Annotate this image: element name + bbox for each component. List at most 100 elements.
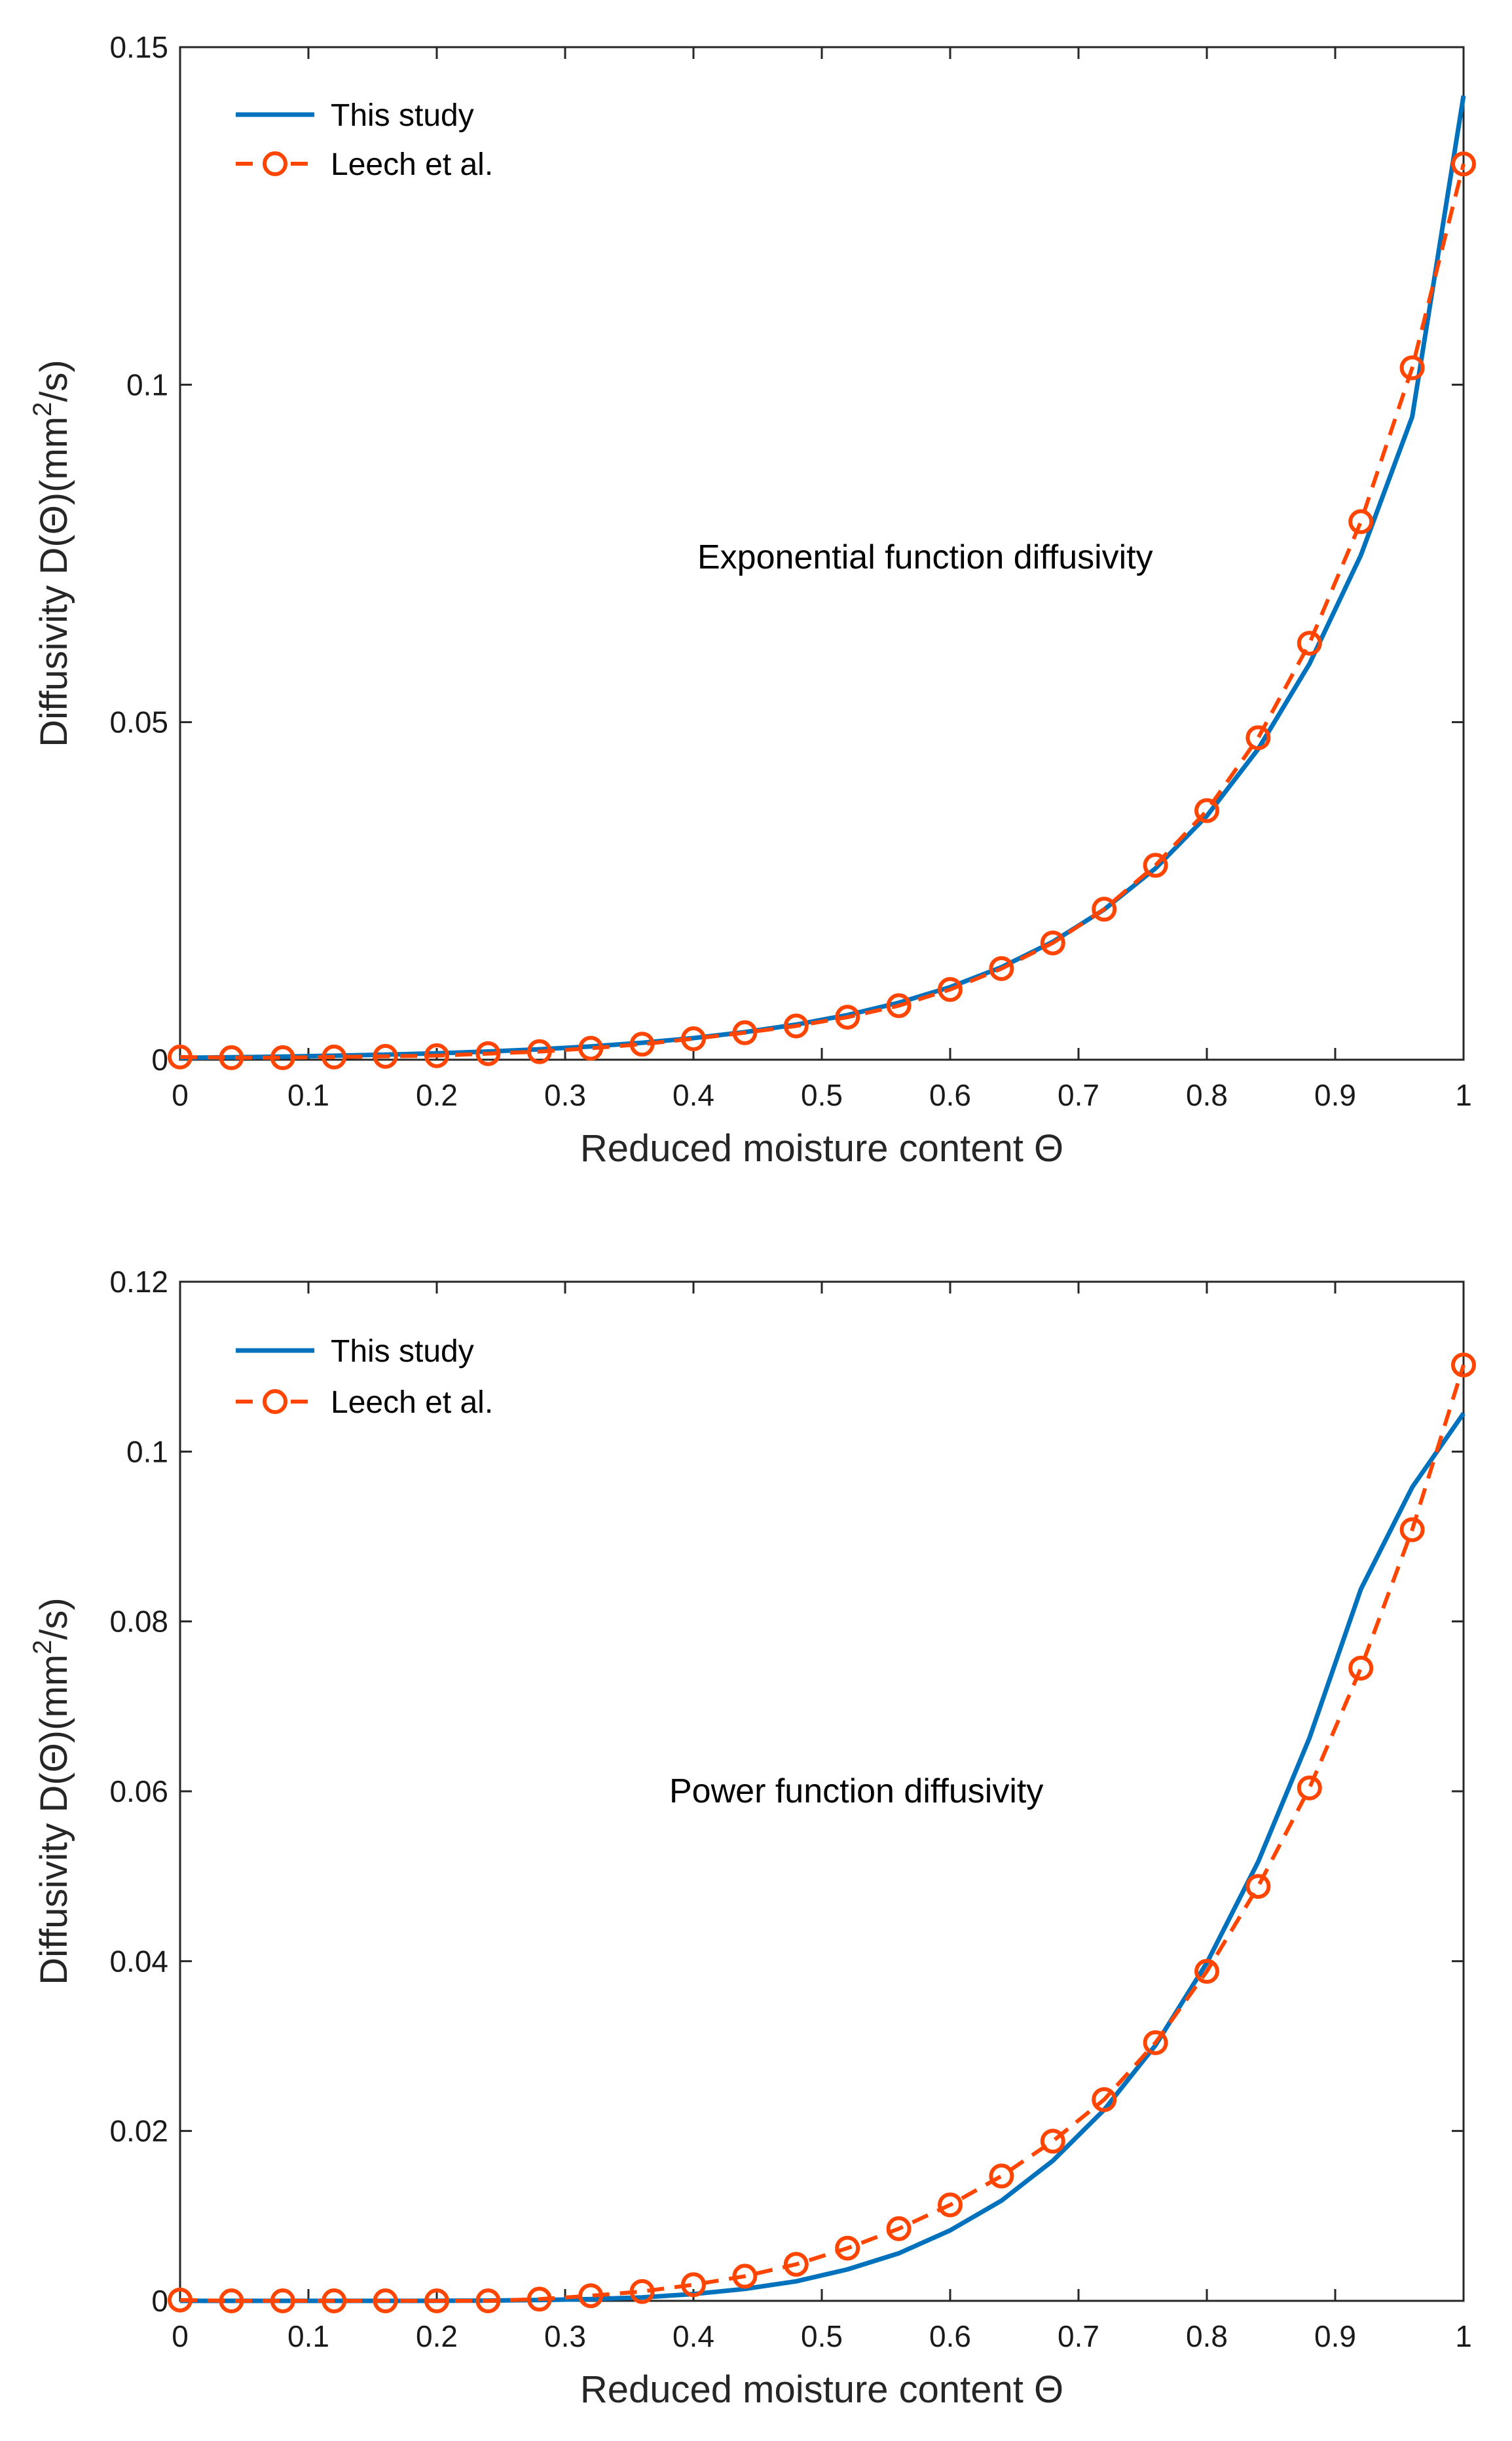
y-tick-label: 0.06 (109, 1774, 168, 1808)
plot-area (179, 1280, 1465, 2302)
data-point-leech (1194, 798, 1219, 823)
data-point-leech (1297, 1775, 1322, 1800)
data-point-leech (219, 1045, 244, 1070)
data-point-leech (270, 1045, 295, 1070)
x-tick-label: 0.7 (1058, 2319, 1099, 2353)
y-tick-label: 0 (151, 2284, 168, 2318)
x-axis-label: Reduced moisture content Θ (580, 2368, 1063, 2411)
x-tick-label: 0.3 (544, 2319, 586, 2353)
y-tick-label: 0.12 (109, 1265, 168, 1299)
x-tick-label: 0.7 (1058, 1078, 1099, 1112)
legend-label-leech: Leech et al. (331, 1385, 493, 1420)
y-tick-label: 0.1 (126, 367, 168, 401)
data-point-leech (1245, 725, 1271, 751)
y-tick-label: 0.02 (109, 2114, 168, 2148)
data-point-leech (681, 1026, 706, 1052)
data-point-leech (424, 1043, 449, 1068)
data-point-leech (835, 2235, 860, 2261)
data-point-leech (629, 1032, 655, 1057)
x-axis-label: Reduced moisture content Θ (580, 1127, 1063, 1170)
x-tick-label: 0 (172, 1078, 189, 1112)
data-point-leech (322, 2288, 347, 2313)
chart-annotation: Power function diffusivity (669, 1772, 1043, 1810)
data-point-leech (168, 1044, 193, 1070)
data-point-leech (1245, 1874, 1271, 1899)
data-point-leech (1040, 930, 1065, 956)
y-tick-label: 0.08 (109, 1605, 168, 1639)
x-tick-label: 0.2 (416, 2319, 458, 2353)
x-tick-label: 0.1 (287, 2319, 329, 2353)
data-point-leech (783, 2252, 809, 2277)
data-point-leech (1194, 1958, 1219, 1984)
y-axis-label-unit: /s) (33, 360, 75, 401)
y-axis-label-superscript: 2 (28, 402, 57, 417)
chart-annotation: Exponential function diffusivity (697, 538, 1153, 576)
x-tick-label: 0.5 (801, 2319, 843, 2353)
x-tick-label: 1 (1455, 1078, 1472, 1112)
x-tick-label: 0 (172, 2319, 189, 2353)
data-point-leech (989, 956, 1014, 981)
data-point-leech (1297, 631, 1322, 656)
data-point-leech (1143, 2030, 1168, 2055)
data-point-leech (886, 2216, 912, 2241)
y-tick-label: 0.1 (126, 1434, 168, 1468)
x-tick-label: 0.9 (1314, 2319, 1356, 2353)
data-point-leech (270, 2288, 295, 2313)
data-point-leech (168, 2287, 193, 2313)
legend-label-this-study: This study (331, 1334, 474, 1369)
series-line-leech (179, 163, 1466, 1060)
chart-panel-1: 0 0.1 0.2 0.3 0.4 0.5 0.6 0.7 0.8 0.9 1 0 0.05 0.1 0.1… (28, 30, 1476, 1170)
plot-area (179, 46, 1465, 1061)
y-tick-label: 0 (151, 1043, 168, 1077)
y-axis-label-unit: /s) (33, 1597, 75, 1639)
legend-label-leech: Leech et al. (331, 147, 493, 182)
x-tick-label: 0.3 (544, 1078, 586, 1112)
y-tick-label: 0.05 (109, 705, 168, 739)
y-axis-label: Diffusivity D(Θ)(mm2/s) (28, 1597, 75, 1984)
data-point-leech (373, 2288, 398, 2313)
x-tick-label: 0.6 (929, 1078, 971, 1112)
data-point-leech (1399, 1517, 1425, 1542)
y-tick-label: 0.04 (109, 1944, 168, 1978)
x-tick-label: 1 (1455, 2319, 1472, 2353)
data-point-leech (475, 1041, 501, 1066)
data-point-leech (578, 1035, 604, 1061)
x-tick-label: 0.8 (1186, 1078, 1228, 1112)
y-axis-label-text: Diffusivity D(Θ)(mm (33, 1654, 75, 1985)
data-point-leech (578, 2283, 604, 2309)
data-point-leech (1143, 853, 1168, 878)
data-point-leech (526, 2286, 552, 2312)
legend-swatch-leech-marker (263, 151, 287, 176)
data-point-leech (732, 1020, 758, 1045)
data-point-leech (989, 2163, 1014, 2189)
data-point-leech (938, 977, 963, 1002)
data-point-leech (1092, 897, 1117, 922)
x-tick-label: 0.4 (673, 2319, 714, 2353)
x-tick-label: 0.9 (1314, 1078, 1356, 1112)
x-tick-label: 0.2 (416, 1078, 458, 1112)
y-axis-label-superscript: 2 (28, 1640, 57, 1654)
legend-swatch-leech-marker (263, 1389, 287, 1414)
data-point-leech (1451, 151, 1476, 177)
data-point-leech (835, 1005, 860, 1030)
data-point-leech (732, 2264, 758, 2289)
data-point-leech (1348, 509, 1374, 534)
data-point-leech (1399, 355, 1425, 381)
data-point-leech (424, 2288, 449, 2313)
data-point-leech (219, 2288, 244, 2313)
x-tick-label: 0.5 (801, 1078, 843, 1112)
data-point-leech (373, 1043, 398, 1069)
data-point-leech (475, 2288, 501, 2313)
x-tick-label: 0.8 (1186, 2319, 1228, 2353)
data-point-leech (783, 1013, 809, 1039)
y-axis-label-text: Diffusivity D(Θ)(mm (33, 417, 75, 747)
data-point-leech (526, 1039, 552, 1064)
data-point-leech (886, 993, 912, 1018)
data-point-leech (1451, 1352, 1476, 1378)
data-point-leech (322, 1044, 347, 1070)
data-point-leech (938, 2192, 963, 2218)
x-tick-label: 0.4 (673, 1078, 714, 1112)
data-point-leech (1348, 1655, 1374, 1681)
data-point-leech (681, 2272, 706, 2298)
